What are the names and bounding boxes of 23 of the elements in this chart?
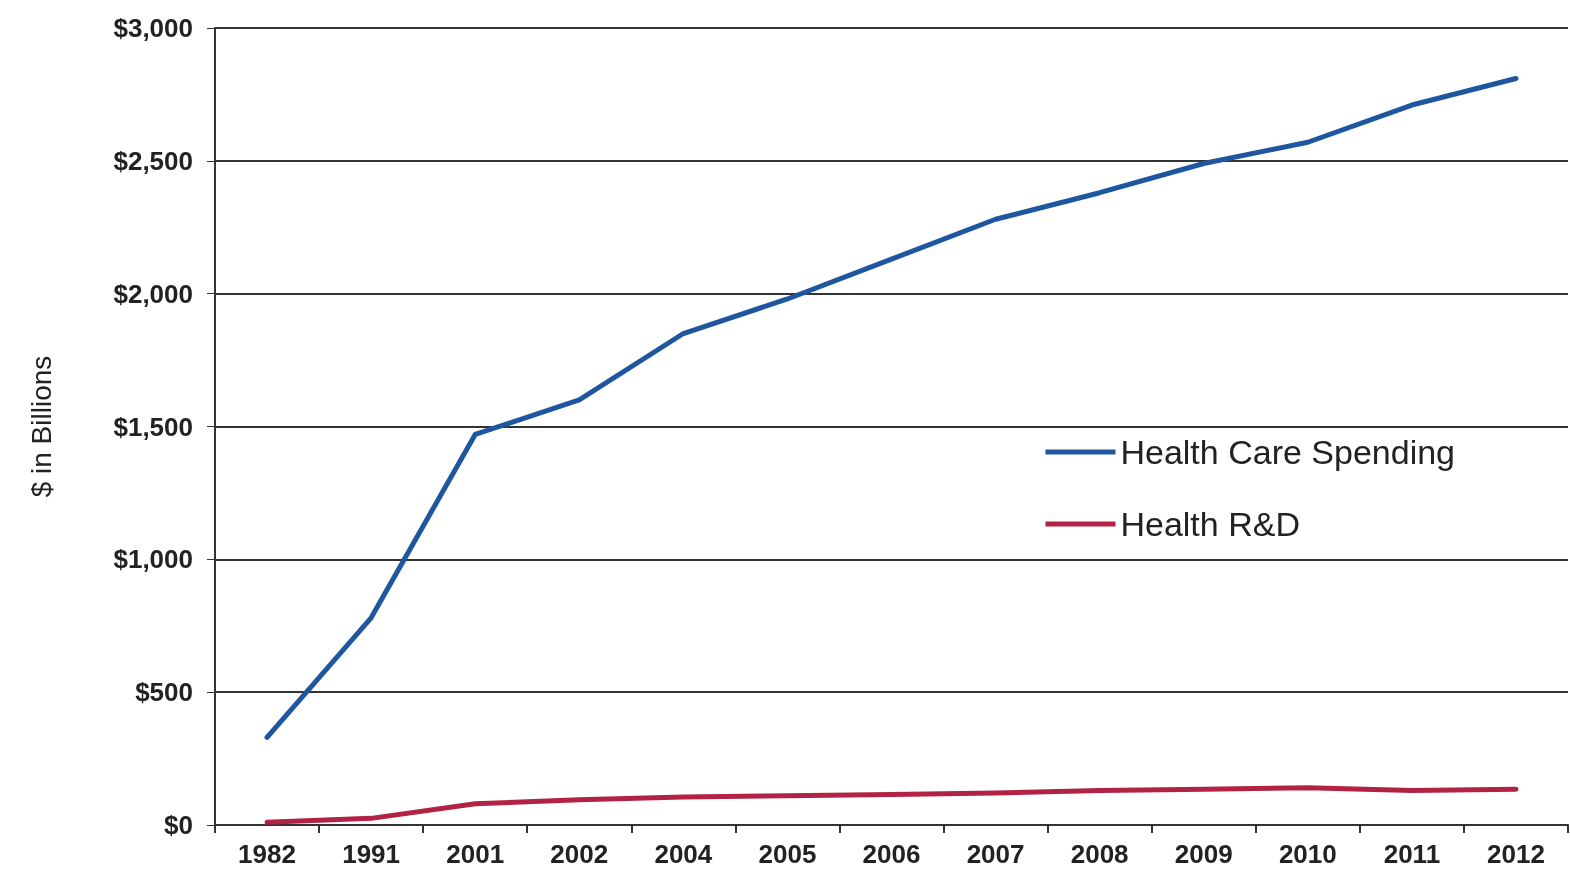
- legend-label: Health Care Spending: [1120, 433, 1456, 471]
- x-tick-label: 2008: [1070, 839, 1129, 869]
- x-tick-label: 2006: [862, 839, 921, 869]
- y-tick-label: $1,000: [113, 544, 193, 575]
- x-tick-label: 2012: [1487, 839, 1545, 869]
- y-tick-label: $3,000: [113, 13, 193, 43]
- y-tick-label: $500: [135, 677, 193, 708]
- x-tick-label: 2004: [654, 839, 713, 869]
- y-tick-label: $2,500: [113, 145, 193, 176]
- x-tick-label: 2007: [966, 839, 1025, 869]
- legend-label: Health R&D: [1120, 505, 1300, 543]
- x-tick-label: 1982: [238, 839, 296, 869]
- x-tick-label: 2010: [1278, 839, 1337, 869]
- y-tick-label: $1,500: [113, 411, 193, 442]
- y-tick-label: $2,000: [113, 278, 193, 309]
- x-tick-label: 1991: [342, 839, 401, 869]
- x-tick-label: 2005: [758, 839, 817, 869]
- y-axis-title: $ in Billions: [25, 355, 57, 498]
- x-tick-label: 2001: [446, 839, 505, 869]
- x-tick-label: 2011: [1383, 839, 1441, 869]
- x-tick-label: 2009: [1174, 839, 1233, 869]
- y-tick-label: $0: [164, 810, 193, 840]
- x-tick-label: 2002: [550, 839, 609, 869]
